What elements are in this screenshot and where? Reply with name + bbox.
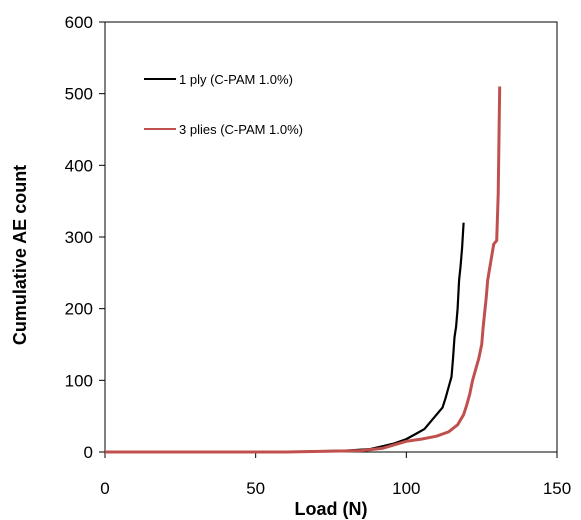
x-tick-label: 150 <box>543 479 571 498</box>
y-axis-title: Cumulative AE count <box>10 165 30 345</box>
y-tick-label: 500 <box>65 85 93 104</box>
y-axis-ticks: 0 100 200 300 400 500 600 <box>65 13 105 462</box>
y-tick-label: 0 <box>84 443 93 462</box>
x-axis-ticks: 0 50 100 150 <box>100 452 571 498</box>
x-axis-title: Load (N) <box>295 499 368 519</box>
y-tick-label: 200 <box>65 300 93 319</box>
x-tick-label: 50 <box>246 479 265 498</box>
x-tick-label: 0 <box>100 479 109 498</box>
series-line-1-ply <box>105 222 465 454</box>
series-layer <box>105 86 502 454</box>
y-tick-label: 600 <box>65 13 93 32</box>
legend-label-3-plies: 3 plies (C-PAM 1.0%) <box>179 122 303 137</box>
y-tick-label: 400 <box>65 156 93 175</box>
legend-label-1-ply: 1 ply (C-PAM 1.0%) <box>179 72 293 87</box>
series-line-3-plies <box>105 86 502 454</box>
y-tick-label: 300 <box>65 228 93 247</box>
x-tick-label: 100 <box>392 479 420 498</box>
plot-area-frame <box>104 21 558 453</box>
legend: 1 ply (C-PAM 1.0%) 3 plies (C-PAM 1.0%) <box>144 72 303 137</box>
y-tick-label: 100 <box>65 371 93 390</box>
